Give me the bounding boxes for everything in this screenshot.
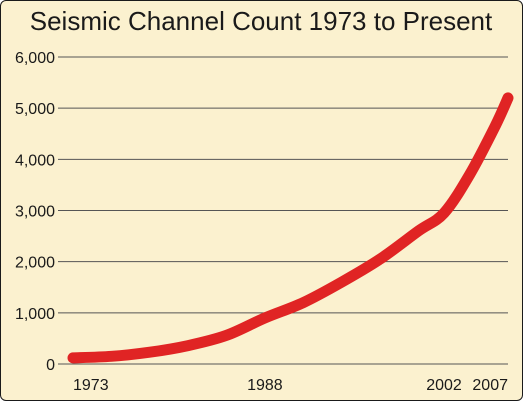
chart-title: Seismic Channel Count 1973 to Present (30, 6, 493, 36)
series-line (67, 92, 514, 364)
x-tick-labels: 1973 1988 2002 2007 (73, 377, 508, 394)
y-tick-labels: 0 1,000 2,000 3,000 4,000 5,000 6,000 (15, 50, 55, 374)
x-tick-label: 1973 (73, 377, 109, 394)
y-grid (58, 56, 508, 365)
y-tick-label: 0 (46, 357, 55, 374)
y-tick-label: 2,000 (15, 255, 55, 272)
x-tick-label: 2002 (426, 377, 462, 394)
y-tick-label: 6,000 (15, 50, 55, 67)
x-tick-label: 2007 (472, 377, 508, 394)
x-tick-label: 1988 (247, 377, 283, 394)
y-tick-label: 1,000 (15, 306, 55, 323)
y-tick-label: 4,000 (15, 152, 55, 169)
y-tick-label: 5,000 (15, 101, 55, 118)
y-tick-label: 3,000 (15, 204, 55, 221)
series-group (67, 92, 514, 364)
